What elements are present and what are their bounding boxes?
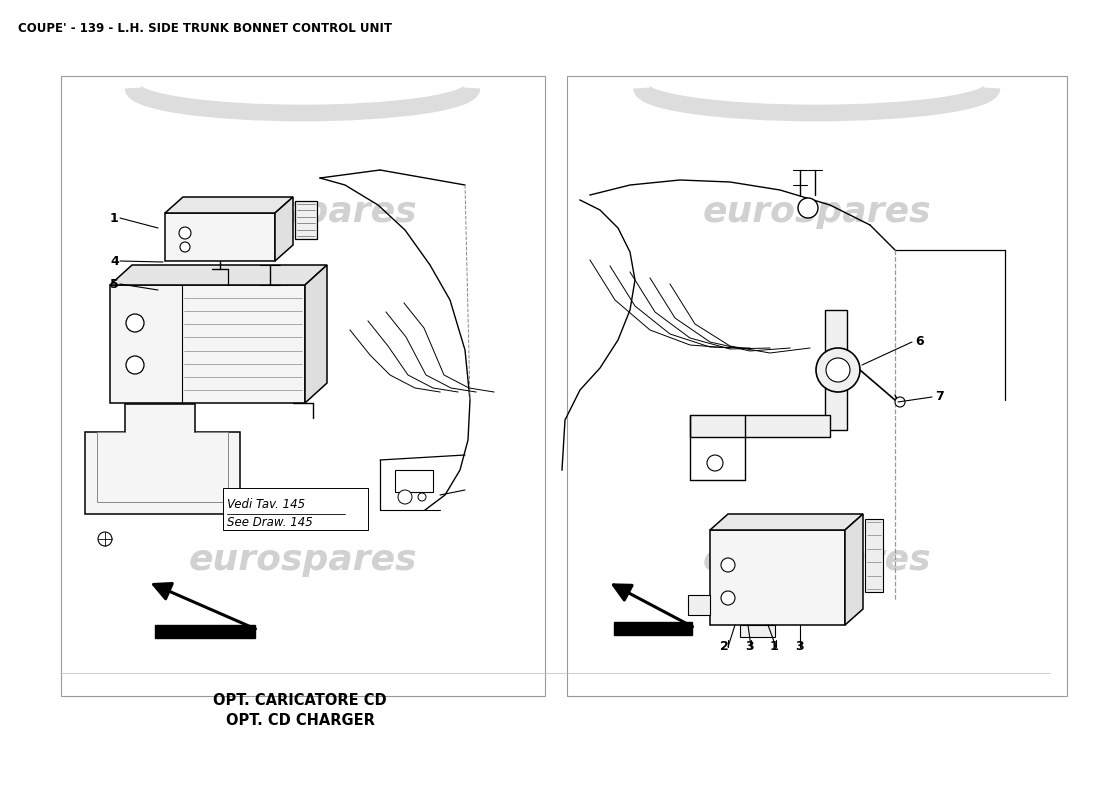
Circle shape [180, 242, 190, 252]
Circle shape [826, 358, 850, 382]
Bar [710, 530, 845, 625]
Polygon shape [845, 514, 864, 625]
Bar [690, 415, 830, 437]
Text: eurospares: eurospares [188, 542, 417, 577]
Polygon shape [110, 265, 327, 285]
Bar [865, 519, 883, 592]
Polygon shape [710, 514, 864, 530]
Text: 2: 2 [720, 640, 728, 653]
Bar [825, 310, 847, 430]
Text: 6: 6 [915, 335, 924, 348]
Circle shape [707, 455, 723, 471]
Bar [223, 488, 368, 530]
Circle shape [798, 198, 818, 218]
Bar [60, 76, 544, 696]
Circle shape [179, 227, 191, 239]
Text: 7: 7 [935, 390, 944, 403]
Polygon shape [85, 404, 240, 514]
Bar [740, 625, 776, 637]
Circle shape [895, 397, 905, 407]
Text: eurospares: eurospares [703, 195, 931, 230]
Text: 3: 3 [795, 640, 804, 653]
Bar [395, 470, 433, 492]
Circle shape [418, 493, 426, 501]
Polygon shape [165, 197, 293, 213]
Text: eurospares: eurospares [188, 195, 417, 230]
Polygon shape [275, 197, 293, 261]
Polygon shape [155, 625, 255, 638]
Polygon shape [305, 265, 327, 403]
Text: 1: 1 [770, 640, 779, 653]
Circle shape [126, 314, 144, 332]
Bar [566, 76, 1067, 696]
Text: Vedi Tav. 145: Vedi Tav. 145 [227, 498, 305, 511]
Bar [165, 213, 275, 261]
Text: 4: 4 [110, 255, 119, 268]
Bar [295, 201, 317, 239]
Circle shape [126, 356, 144, 374]
Circle shape [720, 558, 735, 572]
Circle shape [398, 490, 412, 504]
Circle shape [720, 591, 735, 605]
Text: 3: 3 [745, 640, 754, 653]
Polygon shape [614, 622, 692, 635]
Circle shape [98, 532, 112, 546]
Text: 5: 5 [110, 278, 119, 291]
Circle shape [816, 348, 860, 392]
Text: eurospares: eurospares [703, 542, 931, 577]
Text: OPT. CD CHARGER: OPT. CD CHARGER [226, 713, 374, 728]
Text: OPT. CARICATORE CD: OPT. CARICATORE CD [213, 693, 387, 708]
Bar [688, 595, 710, 615]
Text: 1: 1 [110, 212, 119, 225]
Text: See Draw. 145: See Draw. 145 [227, 516, 312, 529]
Bar [110, 285, 305, 403]
Text: COUPE' - 139 - L.H. SIDE TRUNK BONNET CONTROL UNIT: COUPE' - 139 - L.H. SIDE TRUNK BONNET CO… [18, 22, 392, 35]
